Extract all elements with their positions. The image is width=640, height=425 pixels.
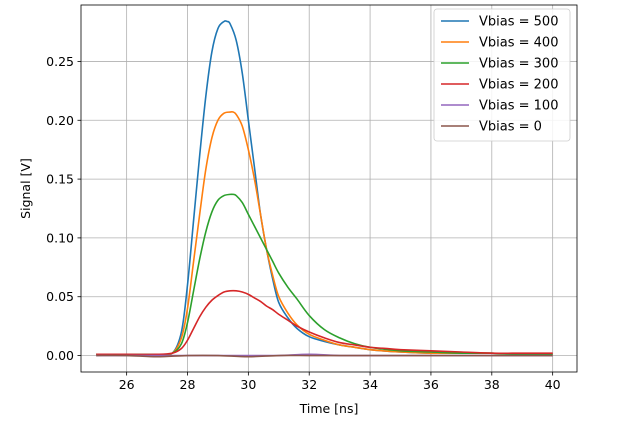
x-tick-label: 34 xyxy=(362,377,378,392)
series-line-vbias-200 xyxy=(96,289,553,356)
legend: Vbias = 500 Vbias = 400 Vbias = 300 Vbias =… xyxy=(433,8,571,142)
legend-entry: Vbias = 500 xyxy=(479,15,558,30)
y-tick-label: 0.20 xyxy=(46,113,74,128)
x-tick-label: 36 xyxy=(423,377,439,392)
legend-entry: Vbias = 300 xyxy=(479,57,558,72)
legend-entry: Vbias = 0 xyxy=(479,120,542,135)
x-tick-label: 28 xyxy=(180,377,196,392)
y-tick-label: 0.00 xyxy=(46,348,74,363)
plot-frame xyxy=(80,4,578,373)
x-tick-label: 32 xyxy=(301,377,317,392)
x-tick-label: 40 xyxy=(545,377,561,392)
x-tick-label: 26 xyxy=(119,377,135,392)
x-tick-label: 38 xyxy=(484,377,500,392)
y-tick-label: 0.15 xyxy=(46,172,74,187)
y-axis-label: Signal [V] xyxy=(18,158,33,219)
y-tick-label: 0.25 xyxy=(46,54,74,69)
x-axis: 26 28 30 32 34 36 38 40 xyxy=(119,372,561,392)
series-line-vbias-400 xyxy=(96,111,553,356)
y-axis: 0.00 0.05 0.10 0.15 0.20 0.25 xyxy=(46,54,81,363)
x-axis-label: Time [ns] xyxy=(299,401,359,416)
series-layer xyxy=(96,20,553,358)
y-tick-label: 0.05 xyxy=(46,289,74,304)
x-tick-label: 30 xyxy=(240,377,256,392)
legend-entry: Vbias = 200 xyxy=(479,78,558,93)
legend-entry: Vbias = 400 xyxy=(479,36,558,51)
y-tick-label: 0.10 xyxy=(46,230,74,245)
legend-entry: Vbias = 100 xyxy=(479,99,558,114)
series-line-vbias-0 xyxy=(96,354,553,358)
